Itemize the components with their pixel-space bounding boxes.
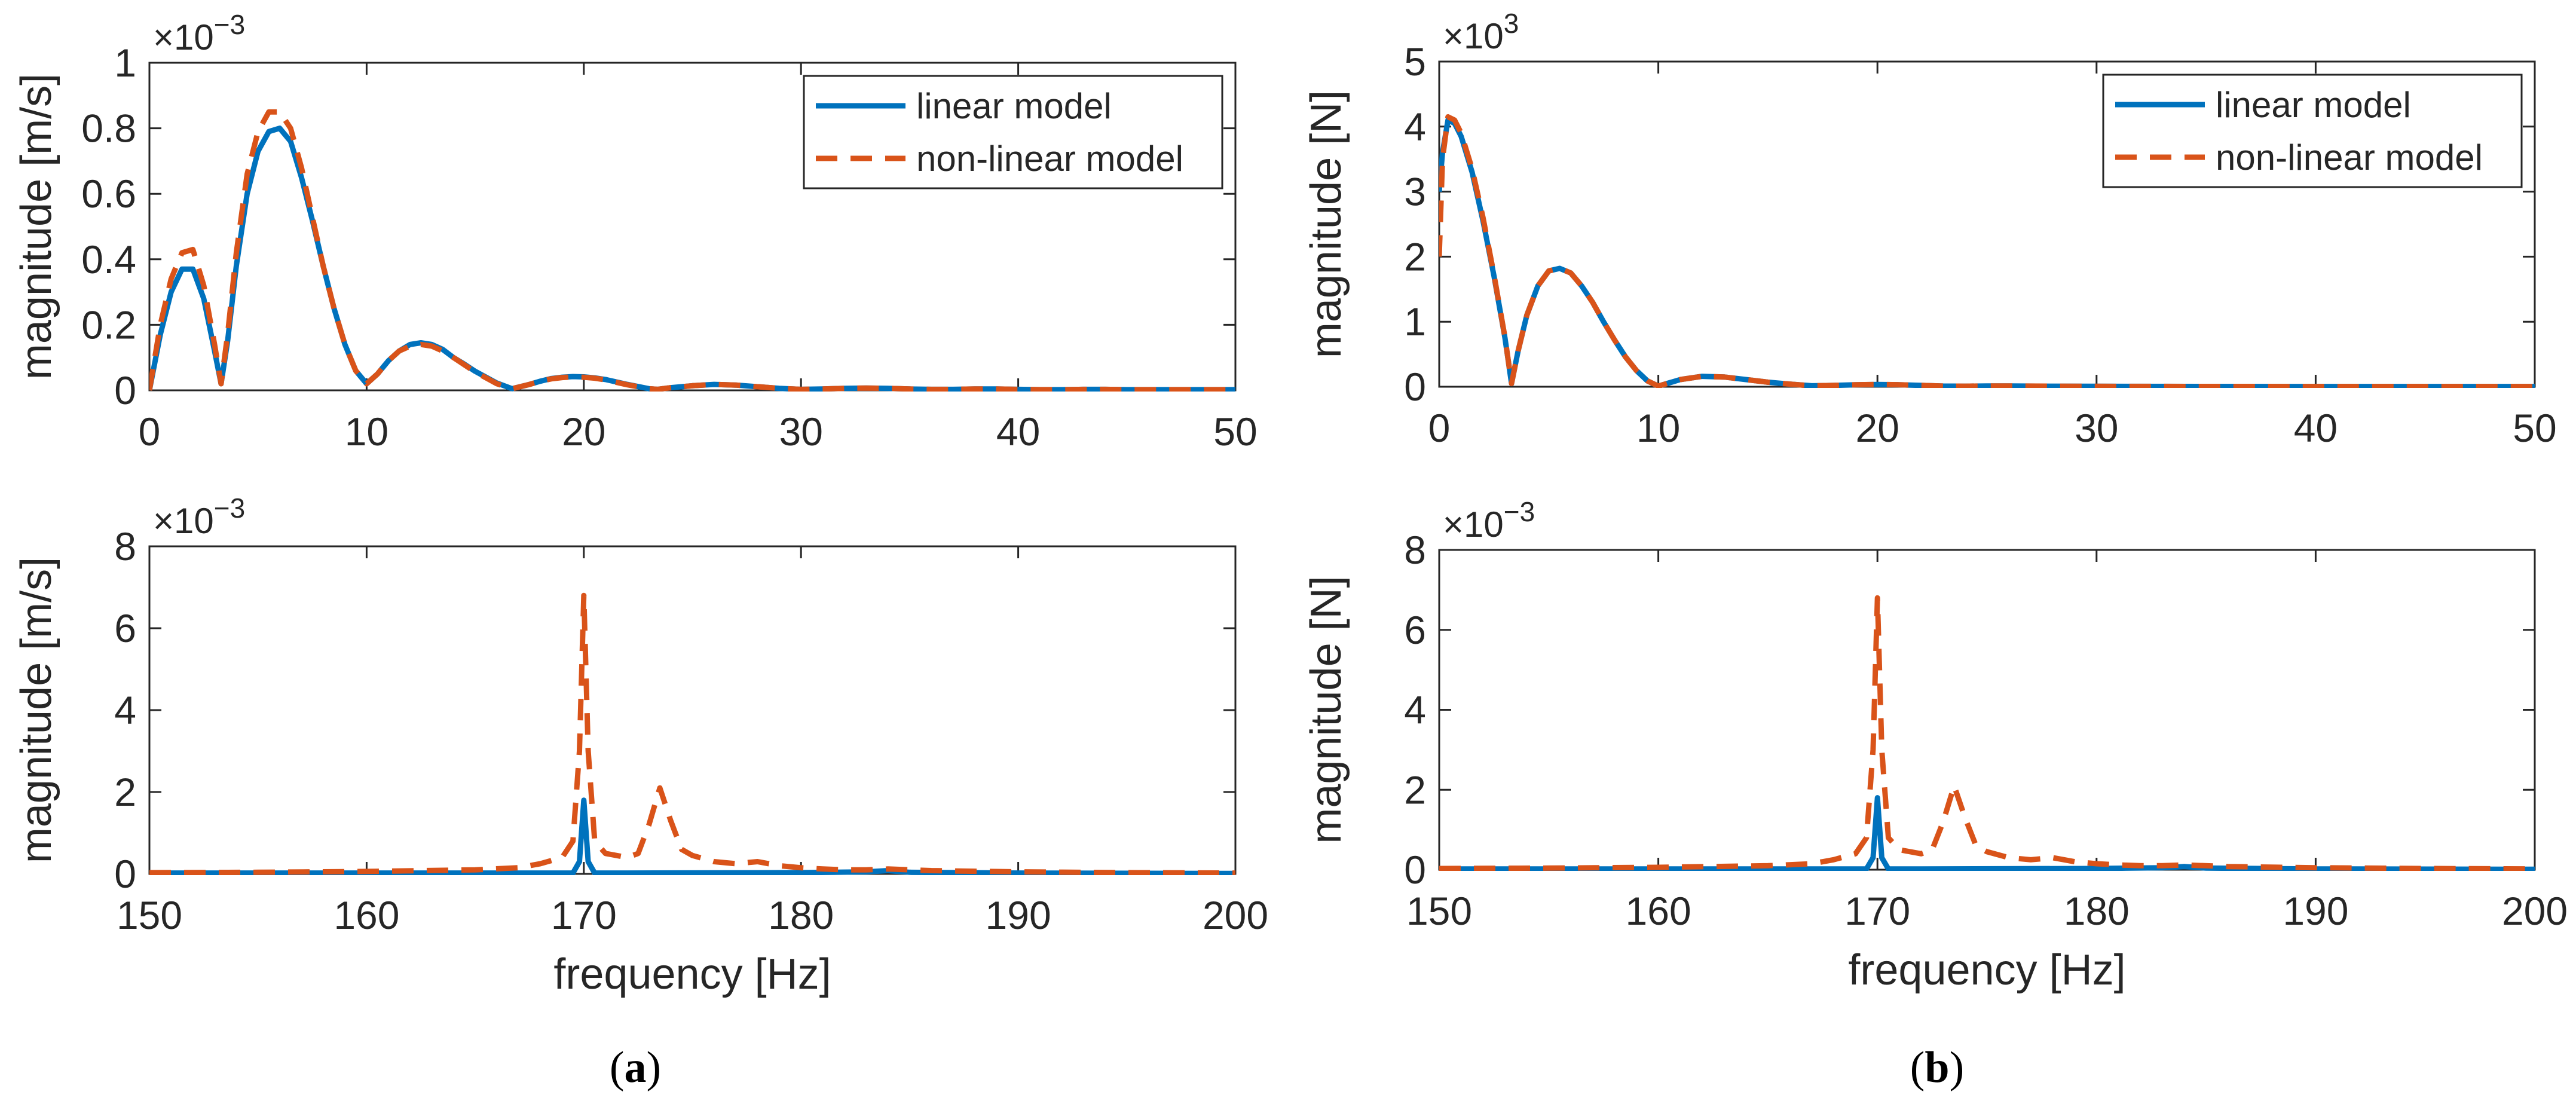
x-tick-label: 50 <box>2513 406 2556 450</box>
axis-exponent: ×10−3 <box>153 9 245 57</box>
exponent-base: ×10 <box>153 17 214 57</box>
x-tick-label: 190 <box>986 893 1051 937</box>
x-tick-label: 20 <box>562 409 605 454</box>
y-tick-label: 6 <box>1404 608 1426 652</box>
panel-label-letter: b <box>1925 1043 1949 1092</box>
x-tick-label: 180 <box>2064 889 2130 933</box>
x-tick-label: 180 <box>768 893 834 937</box>
x-tick-label: 160 <box>334 893 399 937</box>
panel-label: (b) <box>1910 1043 1964 1092</box>
x-tick-label: 30 <box>2075 406 2118 450</box>
plot-area <box>1438 549 2536 871</box>
y-tick-label: 1 <box>1404 299 1426 344</box>
x-axis-label: frequency [Hz] <box>553 950 831 998</box>
chart-b-bottom: 150 160 170 180 190 200 0 2 4 6 8 ×10−3 magnitude [N… <box>1302 496 2568 994</box>
series-group <box>1439 114 2535 388</box>
legend-entry-label: linear model <box>916 86 1112 126</box>
y-tick-label: 4 <box>114 688 136 732</box>
y-tick-label: 4 <box>1404 105 1426 149</box>
y-axis-label: magnitude [N] <box>1302 576 1350 843</box>
chart-a-top: 0 10 20 30 40 50 0 0.2 0.4 0.6 0.8 1 ×10−3 magnitude … <box>13 9 1258 454</box>
chart-a-bottom: 150 160 170 180 190 200 0 2 4 6 8 ×10−3 magnitude [m… <box>13 493 1268 998</box>
x-tick-label: 40 <box>996 409 1040 454</box>
series-line-non-linear-model <box>1439 595 2535 871</box>
x-tick-label: 170 <box>1844 889 1910 933</box>
legend-box <box>2102 74 2523 188</box>
series-line-non-linear-model <box>149 109 1235 392</box>
y-tick-label: 8 <box>1404 528 1426 572</box>
exponent-power: −3 <box>214 9 245 40</box>
exponent-base: ×10 <box>1443 16 1504 56</box>
axis-exponent: ×103 <box>1443 8 1519 56</box>
axis-exponent: ×10−3 <box>1443 496 1535 545</box>
series-line-non-linear-model <box>1439 114 2535 388</box>
x-tick-label: 20 <box>1855 406 1899 450</box>
series-line-non-linear-model <box>149 592 1235 875</box>
y-tick-label: 0.4 <box>81 237 136 282</box>
exponent-base: ×10 <box>1443 504 1504 545</box>
legend: linear model non-linear model <box>803 75 1223 189</box>
x-axis-label: frequency [Hz] <box>1848 946 2125 994</box>
y-tick-label: 2 <box>1404 234 1426 279</box>
x-tick-label: 30 <box>779 409 822 454</box>
exponent-power: 3 <box>1504 8 1519 39</box>
legend-entry-label: non-linear model <box>916 139 1183 179</box>
y-axis-label: magnitude [m/s] <box>13 74 60 380</box>
legend-entry-label: non-linear model <box>2216 137 2483 178</box>
exponent-power: −3 <box>214 493 245 524</box>
x-tick-label: 150 <box>1406 889 1472 933</box>
y-tick-label: 6 <box>114 606 136 650</box>
y-axis-label: magnitude [m/s] <box>13 557 60 863</box>
x-tick-label: 170 <box>551 893 617 937</box>
series-group <box>149 109 1235 392</box>
panel-label-letter: a <box>625 1043 647 1092</box>
y-tick-label: 0.2 <box>81 302 136 347</box>
legend: linear model non-linear model <box>2102 74 2523 188</box>
y-tick-label: 0 <box>114 852 136 896</box>
x-tick-label: 40 <box>2294 406 2338 450</box>
y-tick-label: 0 <box>1404 365 1426 409</box>
y-tick-label: 8 <box>114 524 136 568</box>
y-tick-label: 0.6 <box>81 172 136 216</box>
x-tick-label: 10 <box>345 409 388 454</box>
y-tick-label: 0 <box>1404 848 1426 892</box>
y-tick-label: 4 <box>1404 688 1426 732</box>
y-tick-label: 2 <box>1404 767 1426 812</box>
y-tick-label: 3 <box>1404 170 1426 214</box>
series-group <box>1439 595 2535 871</box>
y-tick-label: 1 <box>114 41 136 85</box>
x-tick-label: 0 <box>1428 406 1451 450</box>
legend-box <box>803 75 1223 189</box>
y-tick-label: 5 <box>1404 39 1426 84</box>
axis-exponent: ×10−3 <box>153 493 245 541</box>
x-tick-label: 190 <box>2283 889 2348 933</box>
x-tick-label: 150 <box>117 893 182 937</box>
y-tick-label: 2 <box>114 770 136 814</box>
plot-area <box>148 545 1237 875</box>
x-tick-label: 200 <box>2502 889 2568 933</box>
x-tick-label: 50 <box>1213 409 1257 454</box>
panel-label: (a) <box>610 1043 661 1092</box>
exponent-base: ×10 <box>153 501 214 541</box>
exponent-power: −3 <box>1504 496 1535 527</box>
x-tick-label: 10 <box>1636 406 1680 450</box>
y-axis-label: magnitude [N] <box>1302 90 1350 358</box>
x-tick-label: 200 <box>1203 893 1268 937</box>
x-tick-label: 160 <box>1626 889 1691 933</box>
legend-entry-label: linear model <box>2216 85 2411 125</box>
panel-label-close: ) <box>1950 1043 1965 1092</box>
series-group <box>149 592 1235 875</box>
panel-label-open: ( <box>1910 1043 1925 1092</box>
panel-label-close: ) <box>647 1043 662 1092</box>
panel-label-open: ( <box>610 1043 625 1092</box>
x-tick-label: 0 <box>139 409 161 454</box>
y-tick-label: 0.8 <box>81 106 136 151</box>
y-tick-label: 0 <box>114 368 136 412</box>
